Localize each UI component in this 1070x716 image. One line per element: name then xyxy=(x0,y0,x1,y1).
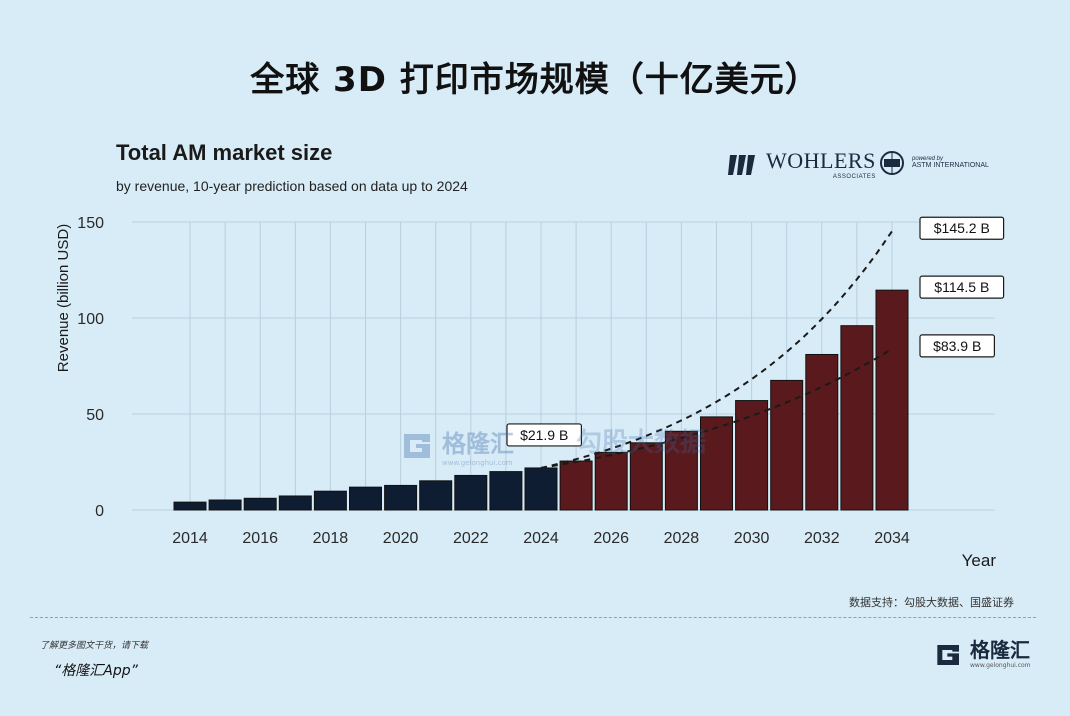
watermark-url: www.gelonghui.com xyxy=(442,459,513,467)
astm-globe-icon xyxy=(880,151,904,175)
forecast-bar xyxy=(664,430,698,511)
forecast-bar xyxy=(805,353,839,511)
wohlers-mark-icon xyxy=(728,155,755,175)
forecast-bar xyxy=(559,460,593,511)
historical-bar xyxy=(173,501,207,511)
gelonghui-watermark-icon xyxy=(404,433,430,458)
x-tick-label: 2022 xyxy=(453,530,489,547)
divider xyxy=(30,617,1036,618)
x-tick-label: 2024 xyxy=(523,530,559,547)
x-tick-label: 2032 xyxy=(804,530,840,547)
forecast-bar xyxy=(840,325,874,511)
historical-bar xyxy=(243,497,277,511)
x-tick-label: 2016 xyxy=(242,530,278,547)
x-tick-label: 2014 xyxy=(172,530,208,547)
forecast-bar xyxy=(875,289,909,511)
forecast-bar xyxy=(735,400,769,511)
data-label-box xyxy=(919,275,1005,299)
astm-name: ASTM INTERNATIONAL xyxy=(912,162,989,170)
forecast-bar xyxy=(594,451,628,511)
footer-app-name: “格隆汇App” xyxy=(54,663,138,679)
wohlers-logo: WOHLERS ASSOCIATES xyxy=(728,150,876,180)
historical-bar xyxy=(419,480,453,511)
forecast-bar xyxy=(629,442,663,511)
chart-subtitle: by revenue, 10-year prediction based on … xyxy=(116,178,468,194)
page-title: 全球 3D 打印市场规模（十亿美元） xyxy=(250,60,820,100)
y-tick-label: 50 xyxy=(86,407,104,424)
footer-logo-name: 格隆汇 xyxy=(970,638,1030,662)
watermark-text-2: 勾股大数据 xyxy=(576,428,707,458)
x-tick-label: 2020 xyxy=(383,530,419,547)
x-axis-label: Year xyxy=(962,551,997,570)
watermark-text: 格隆汇 xyxy=(442,430,514,458)
wohlers-name: WOHLERS xyxy=(766,148,876,173)
historical-bar xyxy=(384,484,418,511)
astm-powered: powered by xyxy=(912,155,944,162)
historical-bar xyxy=(454,474,488,511)
astm-logo: powered by ASTM INTERNATIONAL xyxy=(878,150,989,176)
historical-bar xyxy=(278,495,312,511)
data-label: $21.9 B xyxy=(520,427,568,443)
historical-bar xyxy=(524,467,558,511)
watermark: 格隆汇 www.gelonghui.com xyxy=(400,424,514,467)
footer-logo-url: www.gelonghui.com xyxy=(970,662,1031,669)
forecast-bar xyxy=(770,379,804,511)
data-label: $83.9 B xyxy=(933,338,981,354)
gelonghui-logo-icon xyxy=(937,644,959,665)
x-tick-label: 2030 xyxy=(734,530,770,547)
wohlers-sub: ASSOCIATES xyxy=(832,174,876,180)
forecast-bar xyxy=(700,416,733,511)
historical-bar xyxy=(208,499,242,511)
x-tick-label: 2034 xyxy=(874,530,910,547)
data-label-box xyxy=(919,334,996,358)
historical-bar xyxy=(489,471,523,511)
historical-bar xyxy=(349,486,382,511)
trend-line-lower xyxy=(540,348,893,469)
data-label: $114.5 B xyxy=(934,279,989,295)
data-label-box xyxy=(506,423,583,447)
x-tick-label: 2028 xyxy=(664,530,700,547)
data-label: $145.2 B xyxy=(934,220,990,236)
y-tick-label: 0 xyxy=(95,503,104,520)
y-axis-label: Revenue (billion USD) xyxy=(55,224,72,372)
y-tick-label: 150 xyxy=(77,215,104,232)
x-tick-label: 2026 xyxy=(593,530,629,547)
x-tick-label: 2018 xyxy=(313,530,349,547)
source-note: 数据支持：勾股大数据、国盛证券 xyxy=(849,596,1014,609)
y-tick-label: 100 xyxy=(77,311,104,328)
footer-note: 了解更多图文干货，请下载 xyxy=(40,641,149,651)
historical-bar xyxy=(313,490,347,511)
trend-line-upper xyxy=(540,230,893,469)
data-label-box xyxy=(919,216,1005,240)
chart-title: Total AM market size xyxy=(116,140,333,165)
footer-logo: 格隆汇 www.gelonghui.com xyxy=(934,640,1031,669)
